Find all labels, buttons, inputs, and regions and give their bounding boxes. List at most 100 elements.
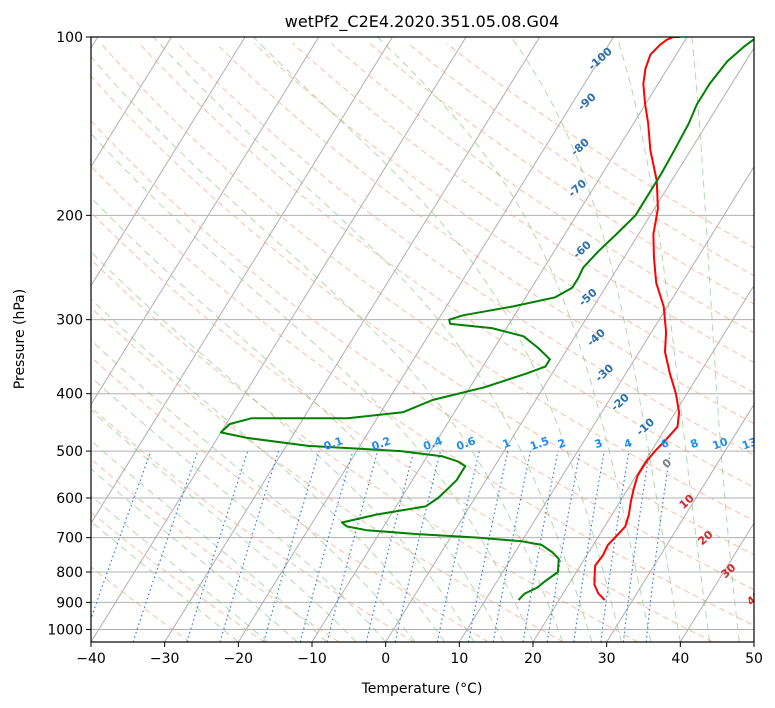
moist-adiabat: [616, 37, 711, 642]
moist-adiabat: [91, 298, 445, 642]
mixing-ratio-label: 2: [556, 436, 568, 451]
pressure-gridlines: [91, 37, 754, 630]
x-tick-label: 50: [745, 651, 763, 667]
mixing-ratio-label: 8: [689, 436, 701, 451]
chart-title: wetPf2_C2E4.2020.351.05.08.G04: [285, 12, 559, 32]
dry-adiabat: [91, 307, 564, 642]
moist-adiabat: [91, 339, 416, 642]
dewpoint-line: [219, 38, 754, 601]
isotherm-line: [91, 37, 320, 406]
mixing-ratio-label: 0.4: [421, 434, 444, 453]
moist-adiabats: [91, 37, 740, 642]
dry-adiabat: [91, 165, 754, 627]
mixing-ratio-line: [546, 450, 581, 642]
isotherm-line: [91, 37, 467, 642]
moist-adiabat: [691, 37, 740, 642]
mixing-ratio-label: 0.6: [455, 434, 478, 453]
isotherm-line: [532, 284, 754, 642]
y-tick-label: 600: [56, 491, 83, 507]
x-tick-label: −20: [224, 651, 254, 667]
mixing-ratio-label: 4: [622, 436, 634, 451]
mixing-ratio-line: [186, 450, 249, 642]
mixing-ratio-label: 1.5: [528, 434, 551, 453]
x-tick-label: 10: [450, 651, 468, 667]
x-axis-title: Temperature (°C): [361, 681, 483, 697]
mixing-ratio-line: [132, 450, 199, 642]
mixing-ratio-line: [219, 450, 280, 642]
y-tick-label: 700: [56, 531, 83, 547]
y-tick-label: 300: [56, 313, 83, 329]
isotherm-line: [385, 46, 754, 642]
moist-adiabat: [91, 251, 475, 642]
dry-adiabat: [91, 75, 754, 556]
mixing-ratio-line: [492, 450, 532, 642]
x-tick-label: −30: [150, 651, 180, 667]
isotherm-line: [679, 522, 754, 642]
y-axis: 100 200 300 400 500 600 700 800 900 1000: [47, 30, 91, 638]
moist-adiabat: [91, 409, 357, 642]
mixing-ratio-label: 13: [740, 435, 759, 452]
moist-adiabat: [153, 37, 593, 642]
dry-adiabat: [138, 42, 754, 489]
x-tick-label: 0: [381, 651, 390, 667]
mixing-ratio-line: [522, 450, 559, 642]
moist-adiabat: [91, 468, 298, 642]
x-axis: −40 −30 −20 −10 0 10 20 30 40 50: [76, 642, 763, 667]
y-tick-label: 900: [56, 595, 83, 611]
y-tick-label: 500: [56, 444, 83, 460]
y-tick-label: 1000: [47, 622, 83, 638]
isotherm-line: [91, 37, 172, 168]
dry-adiabat: [215, 42, 754, 425]
dry-adiabat: [91, 458, 340, 642]
mixing-ratio-line: [622, 451, 651, 642]
moist-adiabat: [91, 439, 328, 642]
mixing-ratio-line: [573, 451, 605, 642]
moist-adiabat: [377, 37, 652, 642]
mixing-ratio-line: [645, 451, 671, 642]
mixing-ratio-line: [467, 450, 509, 642]
dry-adiabat: [369, 42, 754, 305]
mixing-ratio-label: 0.2: [370, 434, 393, 453]
mixing-ratio-lines: [91, 450, 671, 642]
mixing-ratio-label: 6: [659, 436, 671, 451]
dry-adiabat: [91, 258, 639, 642]
y-tick-label: 200: [56, 208, 83, 224]
moist-adiabat: [252, 37, 622, 642]
x-tick-label: 30: [598, 651, 616, 667]
plot-frame: [90, 36, 755, 643]
y-tick-label: 400: [56, 387, 83, 403]
y-tick-label: 800: [56, 565, 83, 581]
plot-area: -100-90-80-70-60-50-40-30-20-10010203040…: [91, 37, 764, 642]
moist-adiabat: [91, 56, 563, 642]
y-axis-title: Pressure (hPa): [12, 289, 28, 389]
moist-adiabat-label: 40: [744, 588, 764, 608]
moist-adiabat: [91, 520, 239, 642]
isotherm-line: [164, 37, 541, 642]
isotherm-line: [606, 403, 754, 642]
profile-series: [219, 37, 754, 601]
dry-adiabat: [292, 42, 754, 363]
mixing-ratio-label: 1: [501, 436, 513, 451]
temperature-line: [593, 37, 681, 601]
x-tick-label: 20: [524, 651, 542, 667]
mixing-ratio-label: 3: [593, 436, 605, 451]
dry-adiabat: [177, 42, 754, 456]
moist-adiabat: [91, 376, 387, 642]
dry-adiabat: [91, 406, 415, 642]
dry-adiabat: [91, 120, 754, 591]
x-tick-label: 40: [671, 651, 689, 667]
dry-adiabat: [407, 42, 754, 277]
isotherm-line: [91, 37, 246, 287]
mixing-ratio-label: 0.1: [322, 434, 345, 453]
dry-adiabat: [445, 42, 754, 249]
mixing-ratio-label: 10: [711, 435, 730, 453]
moist-adiabat: [510, 37, 681, 642]
mixing-ratio-line: [263, 450, 320, 642]
moist-adiabat: [91, 495, 269, 642]
isotherm-line: [91, 37, 393, 525]
y-tick-label: 100: [56, 30, 83, 46]
x-tick-label: −10: [297, 651, 327, 667]
dry-adiabat: [91, 211, 713, 642]
